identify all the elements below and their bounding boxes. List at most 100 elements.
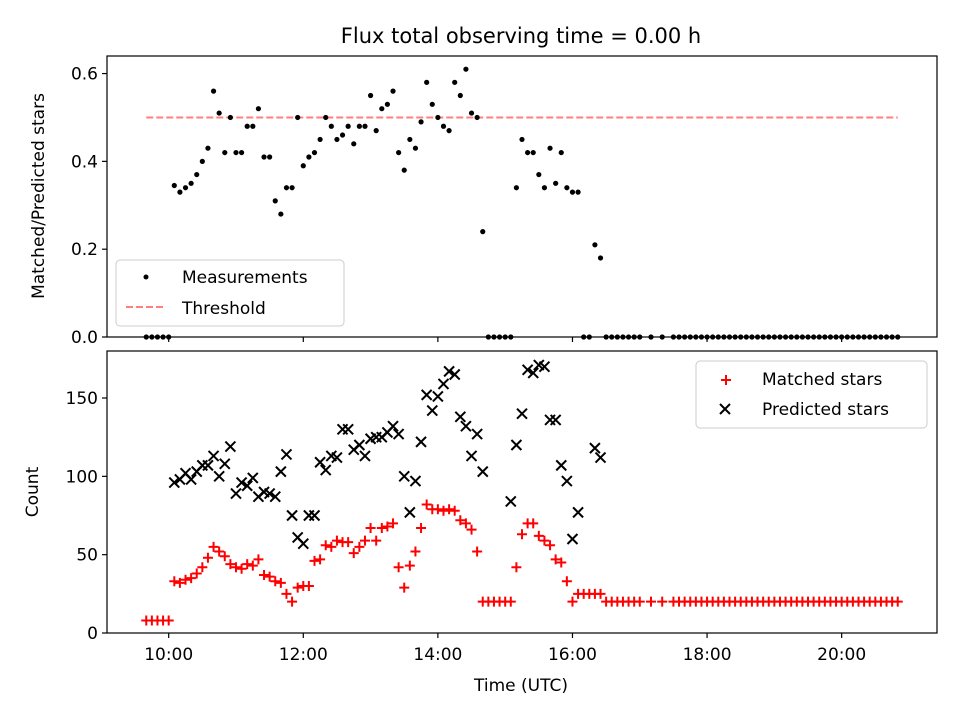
measurement-point xyxy=(435,114,441,121)
measurement-point xyxy=(760,334,766,340)
legend-matched-label: Matched stars xyxy=(762,370,882,390)
matched-star-point xyxy=(174,577,185,588)
matched-star-point xyxy=(438,505,449,516)
matched-star-point xyxy=(545,540,556,551)
bottom-ytick-label: 150 xyxy=(66,389,98,409)
measurement-point xyxy=(682,334,688,340)
predicted-star-point xyxy=(415,436,427,448)
predicted-star-point xyxy=(432,390,444,403)
predicted-star-point xyxy=(538,360,551,373)
measurement-point xyxy=(805,334,811,340)
measurement-point xyxy=(194,171,200,178)
predicted-star-point xyxy=(477,465,489,478)
measurement-point xyxy=(625,334,632,340)
measurement-point xyxy=(496,334,503,340)
measurement-point xyxy=(384,101,391,107)
predicted-star-point xyxy=(359,450,371,462)
bottom-xlabel: Time (UTC) xyxy=(473,676,568,696)
bottom-panel: 0 50 100 150 10:00 12:00 14:00 16:00 18:00 20:00 xyxy=(66,350,938,665)
matched-star-point xyxy=(539,535,550,546)
predicted-star-point xyxy=(572,506,584,519)
matched-star-point xyxy=(561,576,572,587)
matched-star-point xyxy=(505,596,516,607)
bottom-xtick-label: 20:00 xyxy=(817,645,866,665)
matched-star-point xyxy=(645,596,656,607)
measurement-point xyxy=(351,141,357,147)
measurement-point xyxy=(508,334,514,340)
measurement-point xyxy=(328,123,334,129)
measurement-point xyxy=(255,106,262,112)
measurement-point xyxy=(491,334,497,340)
matched-star-point xyxy=(444,504,455,515)
predicted-star-point xyxy=(219,458,231,470)
measurement-point xyxy=(659,334,665,340)
matched-star-point xyxy=(472,546,483,557)
predicted-star-point xyxy=(549,414,562,426)
predicted-star-point xyxy=(224,440,237,453)
measurement-point xyxy=(827,334,834,340)
matched-star-point xyxy=(303,581,314,591)
bottom-ylabel: Count xyxy=(23,466,43,517)
predicted-star-point xyxy=(241,480,253,492)
measurement-point xyxy=(597,255,604,261)
top-panel: 0.0 0.2 0.4 0.6 xyxy=(71,55,938,348)
measurement-point xyxy=(199,158,205,164)
matched-star-point xyxy=(416,523,427,534)
measurement-point xyxy=(356,123,362,129)
measurement-point xyxy=(564,185,570,191)
measurement-point xyxy=(238,149,245,156)
matched-star-point xyxy=(247,560,258,571)
bottom-xtick-label: 14:00 xyxy=(413,645,462,665)
matched-star-point xyxy=(219,551,230,562)
predicted-star-point xyxy=(286,509,298,522)
measurement-point xyxy=(883,334,890,340)
top-ytick-label: 0.2 xyxy=(71,240,98,260)
matched-star-point xyxy=(657,596,668,607)
measurement-point xyxy=(558,149,564,156)
measurement-point xyxy=(872,334,878,340)
measurement-point xyxy=(553,180,559,186)
predicted-star-point xyxy=(437,378,450,390)
predicted-star-point xyxy=(527,367,539,379)
bottom-xtick-label: 16:00 xyxy=(548,645,597,665)
matched-star-point xyxy=(376,523,387,534)
measurement-point xyxy=(429,101,435,107)
predicted-star-point xyxy=(404,506,416,519)
measurement-point xyxy=(648,334,654,340)
bottom-frame xyxy=(106,350,938,634)
measurement-point xyxy=(457,92,463,99)
top-ytick-label: 0.6 xyxy=(71,65,98,85)
measurement-point xyxy=(519,136,525,143)
predicted-star-point xyxy=(594,451,607,464)
matched-star-point xyxy=(348,548,359,559)
measurement-point xyxy=(468,110,475,116)
top-frame xyxy=(106,55,938,338)
measurement-point xyxy=(311,149,318,156)
matched-star-point xyxy=(236,563,247,574)
matched-star-point xyxy=(292,582,303,593)
matched-star-point xyxy=(449,505,460,516)
measurement-point xyxy=(676,334,682,340)
predicted-star-point xyxy=(505,495,517,508)
measurement-point xyxy=(171,182,177,189)
predicted-star-point xyxy=(521,364,534,376)
measurement-point xyxy=(289,185,295,191)
matched-star-point xyxy=(567,596,578,607)
measurement-point xyxy=(536,171,542,178)
measurement-point xyxy=(670,334,677,340)
measurement-point xyxy=(440,123,447,129)
matched-star-point xyxy=(275,577,286,588)
measurement-point xyxy=(272,198,278,204)
measurement-point xyxy=(160,334,166,340)
predicted-star-point xyxy=(308,509,321,522)
predicted-star-point xyxy=(314,456,326,468)
matched-star-point xyxy=(432,504,443,515)
measurement-point xyxy=(592,242,598,248)
chart-title: Flux total observing time = 0.00 h xyxy=(341,24,701,48)
measurement-point xyxy=(525,149,531,156)
measurement-point xyxy=(334,136,340,143)
predicted-star-point xyxy=(202,459,214,472)
measurement-point xyxy=(726,334,733,340)
measurement-point xyxy=(530,149,536,156)
measurement-point xyxy=(609,334,615,340)
